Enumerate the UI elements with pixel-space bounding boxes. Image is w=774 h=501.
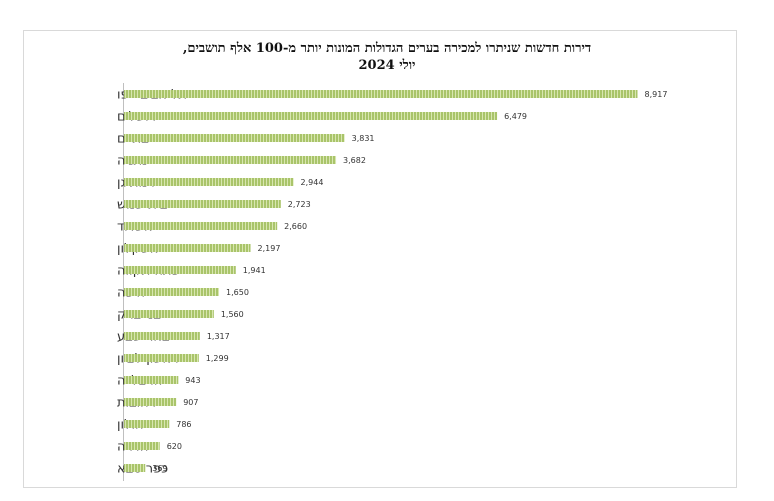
bar: [124, 376, 179, 384]
bar: [124, 332, 200, 340]
bar: [124, 244, 251, 252]
bar: [124, 420, 170, 428]
chart-title-line-1: דירות חדשות שניתרו למכירה בערים הגדולות …: [182, 41, 592, 56]
bar: [124, 442, 160, 450]
bar: [124, 464, 146, 472]
value-label: 8,917: [645, 90, 668, 99]
value-label: 1,299: [206, 354, 229, 363]
value-label: 2,723: [288, 200, 311, 209]
value-label: 1,317: [207, 332, 230, 341]
value-label: 6,479: [504, 112, 527, 121]
bar: [124, 90, 638, 98]
value-label: 369: [152, 464, 167, 473]
bar: [124, 398, 177, 406]
value-label: 2,197: [258, 244, 281, 253]
bar: [124, 222, 278, 230]
bar: [124, 134, 345, 142]
chart-title-line-2: יולי 2024: [358, 58, 416, 73]
bar: [124, 354, 199, 362]
bar: [124, 112, 498, 120]
chart-frame: [23, 30, 737, 488]
bar: [124, 156, 337, 164]
value-label: 786: [176, 420, 191, 429]
value-label: 943: [185, 376, 200, 385]
value-label: 2,660: [284, 222, 307, 231]
bar: [124, 288, 220, 296]
value-label: 3,682: [343, 156, 366, 165]
value-label: 907: [183, 398, 198, 407]
chart-title: דירות חדשות שניתרו למכירה בערים הגדולות …: [0, 40, 774, 74]
bar: [124, 266, 236, 274]
value-label: 620: [167, 442, 182, 451]
value-label: 1,560: [221, 310, 244, 319]
value-label: 2,944: [301, 178, 324, 187]
value-label: 3,831: [352, 134, 375, 143]
bar: [124, 310, 214, 318]
value-label: 1,650: [226, 288, 249, 297]
bar: [124, 178, 294, 186]
bar: [124, 200, 281, 208]
value-label: 1,941: [243, 266, 266, 275]
